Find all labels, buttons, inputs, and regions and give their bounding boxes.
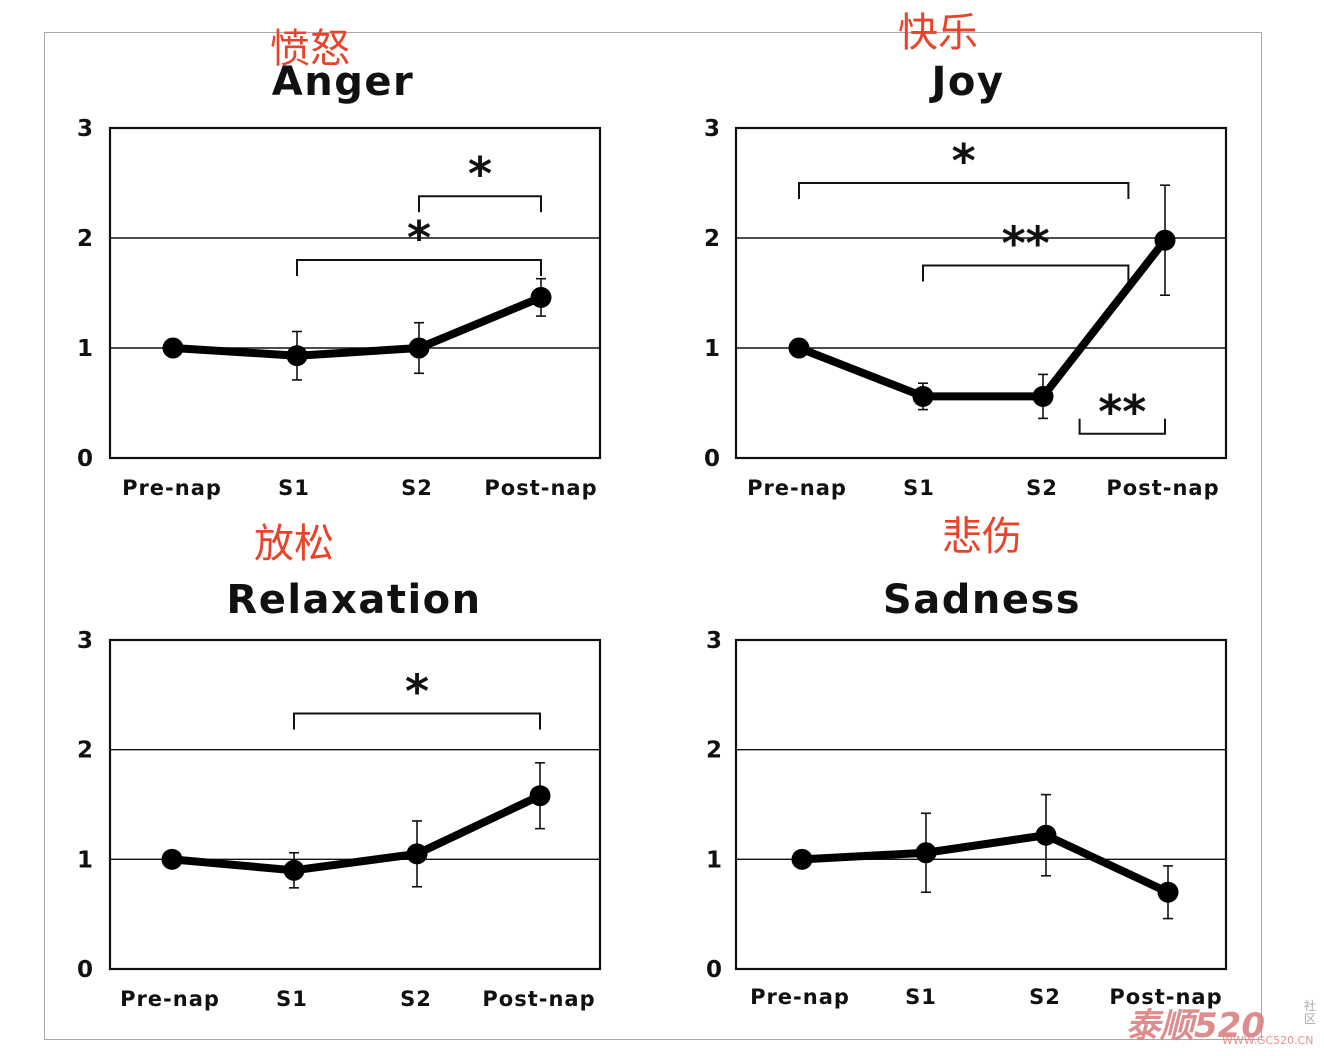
chart-title: Sadness (883, 577, 1081, 623)
series-line (795, 236, 1169, 401)
x-tick-label: S2 (401, 476, 433, 500)
x-tick-label: Post-nap (1109, 985, 1222, 1009)
y-tick-label: 2 (77, 738, 93, 764)
x-tick-label: Post-nap (482, 987, 595, 1011)
chart-panel-sadness: 悲伤 Sadness 0 1 2 3 Pre-nap S1 S2 Post-nap (706, 514, 1228, 1009)
data-point (915, 842, 937, 864)
y-tick-label: 0 (77, 446, 93, 472)
chart-title: Relaxation (226, 577, 481, 623)
significance-bracket (1078, 418, 1166, 435)
x-tick-label: S2 (400, 987, 432, 1011)
plot-area (108, 126, 602, 460)
y-tick-label: 3 (706, 628, 722, 654)
y-tick-label: 2 (77, 226, 93, 252)
y-tick-label: 2 (706, 738, 722, 764)
x-tick-label: Pre-nap (122, 476, 222, 500)
significance-label: ** (1098, 385, 1146, 439)
x-tick-label: S1 (276, 987, 308, 1011)
data-point (791, 848, 813, 870)
data-point (408, 337, 430, 359)
series-line (798, 831, 1172, 897)
x-tick-label: Pre-nap (747, 476, 847, 500)
watermark-logo: 泰顺520 社区 WWW.GC520.CN (1126, 998, 1316, 1048)
x-tick-label: S1 (905, 985, 937, 1009)
chart-title: Anger (272, 59, 414, 105)
significance-bracket (293, 712, 541, 730)
watermark-url: WWW.GC520.CN (1222, 1034, 1314, 1047)
y-tick-label: 0 (704, 446, 720, 472)
significance-label: * (952, 134, 976, 188)
chart-annotation-cn: 快乐 (898, 10, 978, 56)
chart-annotation-cn: 放松 (254, 521, 334, 567)
y-tick-label: 1 (77, 847, 93, 873)
data-point (530, 286, 552, 308)
y-tick-label: 3 (704, 116, 720, 142)
figure-frame (44, 32, 1262, 1040)
series-line (168, 791, 544, 875)
y-tick-label: 1 (77, 336, 93, 362)
y-tick-label: 1 (704, 336, 720, 362)
y-tick-label: 0 (706, 957, 722, 983)
data-point (1032, 385, 1054, 407)
y-tick-label: 3 (77, 116, 93, 142)
y-tick-label: 2 (704, 226, 720, 252)
data-point (912, 385, 934, 407)
y-tick-label: 0 (77, 957, 93, 983)
data-point (286, 345, 308, 367)
significance-bracket (418, 195, 542, 213)
data-point (529, 785, 551, 807)
chart-annotation-cn: 悲伤 (942, 514, 1022, 560)
y-tick-label: 1 (706, 847, 722, 873)
significance-bracket (798, 182, 1130, 199)
x-tick-label: S1 (903, 476, 935, 500)
series-line (169, 293, 545, 360)
data-point (1157, 881, 1179, 903)
significance-label: * (468, 147, 492, 201)
x-tick-label: S2 (1026, 476, 1058, 500)
data-point (788, 337, 810, 359)
plot-area (734, 638, 1228, 971)
data-point (161, 848, 183, 870)
watermark-tag: 社区 (1304, 999, 1317, 1026)
significance-label: ** (1002, 217, 1050, 271)
significance-label: * (405, 664, 429, 718)
x-tick-label: Post-nap (1106, 476, 1219, 500)
data-point (1035, 824, 1057, 846)
x-tick-label: Pre-nap (120, 987, 220, 1011)
data-point (162, 337, 184, 359)
x-tick-label: S1 (278, 476, 310, 500)
data-point (406, 843, 428, 865)
chart-panel-relaxation: 放松 Relaxation 0 1 2 3 Pre-nap S1 S2 Post-nap * (77, 521, 602, 1011)
chart-annotation-cn: 愤怒 (270, 26, 350, 72)
x-tick-label: Post-nap (484, 476, 597, 500)
data-point (283, 859, 305, 881)
plot-area (108, 638, 602, 971)
x-tick-label: S2 (1029, 985, 1061, 1009)
chart-title: Joy (929, 59, 1005, 105)
watermark-main: 泰顺520 (1126, 1006, 1265, 1046)
significance-bracket (296, 259, 542, 276)
x-tick-label: Pre-nap (750, 985, 850, 1009)
y-tick-label: 3 (77, 628, 93, 654)
significance-bracket (922, 264, 1130, 282)
data-point (1154, 229, 1176, 251)
significance-label: * (407, 211, 431, 265)
plot-area (734, 126, 1228, 460)
